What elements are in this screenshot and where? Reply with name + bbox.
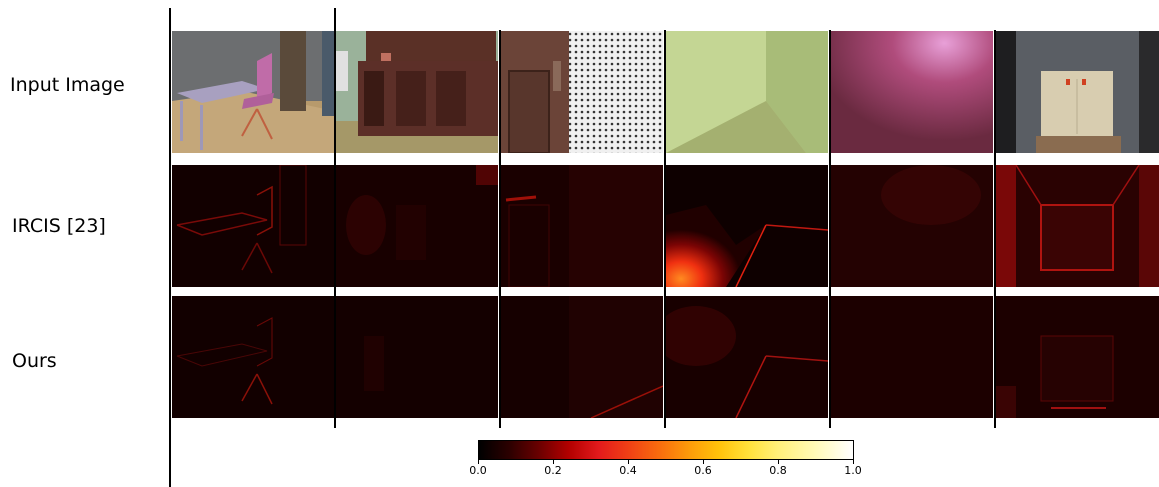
row-label-ours-text: Ours — [12, 350, 57, 372]
input-image-door-tiles — [501, 31, 663, 153]
row-label-input-text: Input Image — [10, 74, 125, 96]
input-image-desk-chair — [172, 31, 334, 153]
ircis-error-map-2 — [336, 165, 498, 287]
input-image-green-room — [666, 31, 828, 153]
colorbar-tick-label: 0.0 — [469, 464, 487, 477]
colorbar-tick — [853, 460, 854, 464]
divider-line-2 — [499, 30, 501, 428]
divider-line-3 — [664, 30, 666, 428]
colorbar — [478, 440, 854, 460]
ours-error-map-5 — [831, 296, 993, 418]
colorbar-tick — [553, 460, 554, 464]
ircis-error-map-4 — [666, 165, 828, 287]
divider-line-5 — [994, 30, 996, 428]
ircis-error-map-3 — [501, 165, 663, 287]
row-label-ircis-text: IRCIS [23] — [12, 215, 106, 237]
colorbar-tick — [478, 460, 479, 464]
image-grid — [172, 31, 1159, 418]
ircis-error-map-5 — [831, 165, 993, 287]
colorbar-tick — [703, 460, 704, 464]
ircis-error-map-6 — [996, 165, 1159, 287]
colorbar-tick-label: 1.0 — [844, 464, 862, 477]
colorbar-tick — [778, 460, 779, 464]
colorbar-tick-label: 0.4 — [619, 464, 637, 477]
ours-error-map-2 — [336, 296, 498, 418]
input-image-pink-wall — [831, 31, 993, 153]
colorbar-tick — [628, 460, 629, 464]
ours-error-map-1 — [172, 296, 334, 418]
divider-line-4 — [829, 30, 831, 428]
colorbar-tick-label: 0.8 — [769, 464, 787, 477]
colorbar-tick-label: 0.6 — [694, 464, 712, 477]
ours-error-map-4 — [666, 296, 828, 418]
ours-error-map-3 — [501, 296, 663, 418]
input-image-gray-cabinet — [996, 31, 1159, 153]
divider-line-1 — [334, 8, 336, 428]
input-image-cabinet — [336, 31, 498, 153]
left-divider-line — [169, 8, 171, 487]
ircis-error-map-1 — [172, 165, 334, 287]
colorbar-tick-label: 0.2 — [544, 464, 562, 477]
ours-error-map-6 — [996, 296, 1159, 418]
